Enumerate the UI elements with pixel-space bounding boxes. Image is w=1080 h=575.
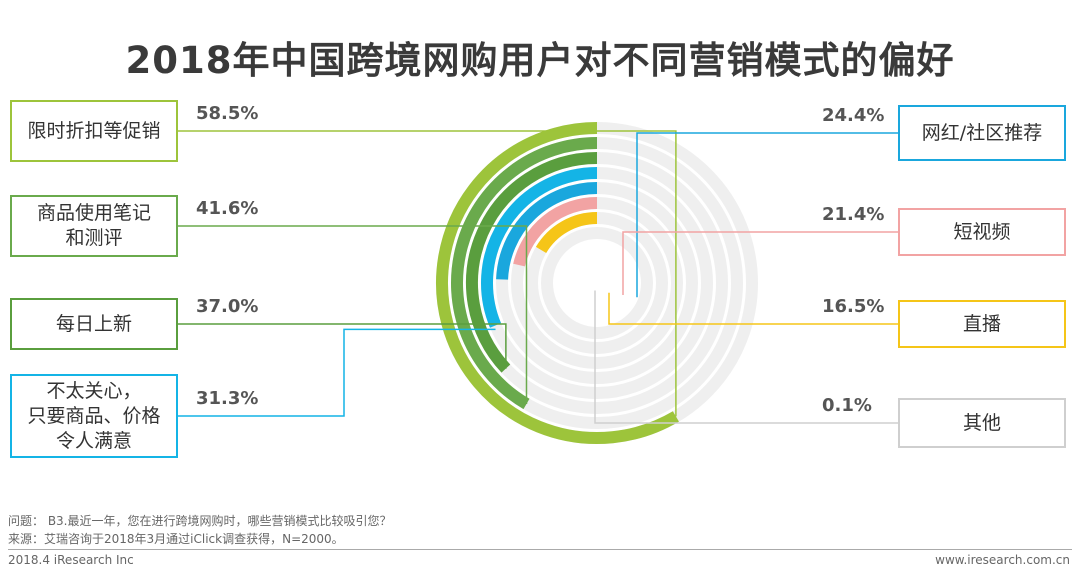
page-title: 2018年中国跨境网购用户对不同营销模式的偏好 (125, 39, 955, 82)
series-arc-5 (513, 197, 598, 267)
series-arc-2 (466, 152, 598, 373)
left-label-box-3: 不太关心， 只要商品、价格 令人满意 (10, 374, 178, 458)
right-value-label-2: 16.5% (822, 296, 885, 317)
right-value-label-1: 21.4% (822, 204, 885, 225)
left-label-box-1: 商品使用笔记 和测评 (10, 195, 178, 257)
series-arc-1 (451, 137, 598, 410)
right-connector-0 (636, 132, 898, 298)
left-value-label-1: 41.6% (196, 198, 259, 219)
series-arc-6 (535, 212, 598, 254)
left-connector-0 (178, 130, 677, 417)
left-connector-1 (178, 225, 528, 404)
left-value-label-0: 58.5% (196, 103, 259, 124)
data-source: 来源：艾瑞咨询于2018年3月通过iClick调查获得，N=2000。 (8, 532, 344, 546)
footer-divider (8, 549, 1072, 550)
right-connector-2 (608, 292, 898, 325)
right-value-label-0: 24.4% (822, 105, 885, 126)
left-label-box-0: 限时折扣等促销 (10, 100, 178, 162)
right-label-box-0: 网红/社区推荐 (898, 105, 1066, 161)
series-arc-3 (481, 167, 598, 328)
right-connector-1 (622, 231, 898, 295)
left-connector-2 (178, 323, 507, 369)
left-label-box-2: 每日上新 (10, 298, 178, 350)
left-connector-3 (178, 328, 496, 417)
right-value-label-3: 0.1% (822, 395, 872, 416)
footer-copyright: 2018.4 iResearch Inc (8, 553, 134, 567)
left-value-label-3: 31.3% (196, 388, 259, 409)
left-value-label-2: 37.0% (196, 296, 259, 317)
footer-website: www.iresearch.com.cn (935, 553, 1070, 567)
right-connector-3 (594, 290, 898, 424)
survey-question: 问题： B3.最近一年，您在进行跨境网购时，哪些营销模式比较吸引您？ (8, 514, 392, 528)
ring-track-7 (541, 227, 653, 339)
right-label-box-1: 短视频 (898, 208, 1066, 256)
series-arc-4 (496, 182, 598, 280)
right-label-box-3: 其他 (898, 398, 1066, 448)
right-label-box-2: 直播 (898, 300, 1066, 348)
